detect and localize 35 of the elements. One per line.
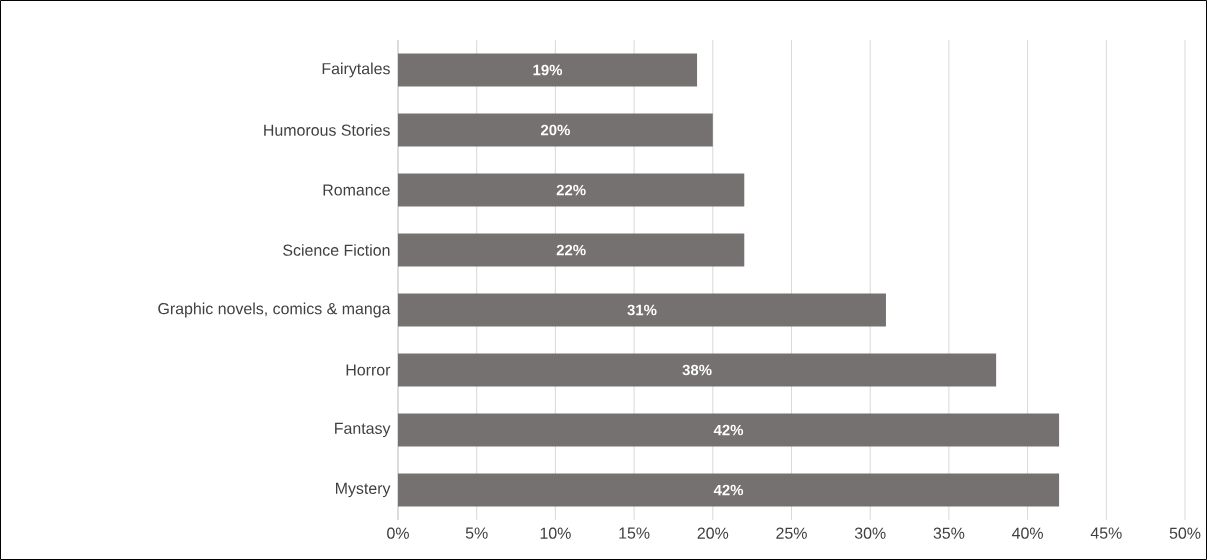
bar [398, 113, 713, 147]
bar [398, 413, 1060, 447]
data-label: 22% [556, 184, 586, 196]
y-tick-label: Humorous Stories [264, 124, 390, 136]
y-tick-label: Mystery [336, 482, 391, 498]
x-tick-label: 30% [854, 527, 886, 539]
x-tick-label: 0% [387, 527, 409, 539]
y-tick-label: Fairytales [322, 62, 390, 78]
y-tick-label: Science Fiction [283, 244, 390, 256]
x-tick-label: 20% [697, 527, 729, 539]
y-tick-label: Horror [346, 364, 391, 376]
data-label: 22% [556, 244, 586, 256]
data-label: 31% [627, 304, 657, 316]
y-tick-label: Fantasy [335, 422, 391, 438]
bar [398, 53, 698, 87]
bar [398, 473, 1060, 507]
bar [398, 173, 745, 207]
data-label: 42% [713, 484, 744, 496]
data-label: 20% [540, 124, 570, 136]
x-tick-label: 25% [776, 527, 807, 539]
x-tick-label: 5% [465, 527, 488, 539]
x-tick-label: 15% [619, 527, 650, 539]
data-label: 19% [533, 64, 563, 76]
y-tick-label: Romance [323, 184, 390, 196]
data-label: 42% [713, 424, 744, 436]
y-tick-label: Graphic novels, comics & manga [158, 302, 391, 318]
x-tick-label: 45% [1090, 527, 1122, 539]
bar [398, 233, 745, 267]
x-tick-label: 10% [540, 527, 571, 539]
data-label: 38% [682, 364, 712, 376]
x-tick-label: 50% [1169, 527, 1201, 539]
x-tick-label: 35% [933, 527, 965, 539]
bar [398, 353, 997, 387]
bar [398, 293, 886, 327]
x-tick-label: 40% [1012, 527, 1043, 539]
